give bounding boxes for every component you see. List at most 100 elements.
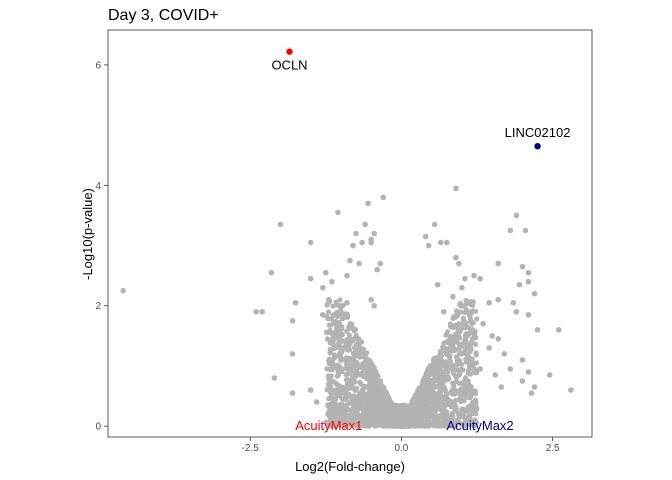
gene-point: [325, 420, 332, 426]
gene-point: [345, 393, 351, 399]
gene-point: [337, 383, 343, 389]
gene-point: [456, 411, 462, 417]
gene-point: [473, 411, 479, 417]
gene-point: [513, 212, 520, 219]
gene-point: [326, 296, 332, 303]
gene-point: [423, 415, 429, 421]
gene-point: [358, 413, 364, 419]
gene-point: [391, 423, 397, 429]
gene-point: [426, 369, 433, 375]
gene-point: [438, 397, 444, 403]
gene-point: [462, 275, 468, 282]
gene-point: [467, 349, 473, 355]
x-axis-title: Log2(Fold-change): [295, 459, 405, 474]
gene-point: [120, 287, 126, 294]
gene-point: [460, 320, 467, 326]
gene-point: [462, 390, 468, 396]
y-tick-label: 2: [95, 301, 101, 312]
gene-point: [357, 379, 363, 385]
gene-point: [352, 335, 358, 341]
gene-point: [431, 401, 437, 407]
gene-point: [473, 360, 479, 366]
gene-point: [346, 332, 352, 338]
gene-point: [353, 394, 359, 400]
gene-point: [365, 200, 371, 207]
gene-point: [519, 263, 526, 270]
gene-point: [495, 260, 502, 267]
annotation-acuitymax1: AcuityMax1: [295, 418, 362, 433]
highlight-point-linc02102: [534, 142, 541, 150]
gene-point: [350, 403, 357, 409]
gene-point: [324, 336, 331, 342]
gene-point: [438, 388, 444, 394]
gene-point: [347, 399, 353, 406]
gene-point: [451, 348, 457, 354]
gene-point: [268, 269, 275, 276]
gene-point: [405, 416, 411, 422]
highlight-point-ocln: [286, 48, 293, 55]
gene-point: [327, 350, 333, 356]
gene-point: [379, 395, 385, 401]
gene-point: [366, 395, 372, 401]
gene-point: [307, 239, 314, 246]
gene-point: [335, 209, 341, 216]
gene-point: [371, 418, 377, 424]
gene-point: [411, 395, 417, 401]
gene-point: [486, 345, 492, 351]
gene-point: [440, 308, 447, 315]
gene-point: [332, 333, 338, 339]
gene-point: [361, 354, 367, 360]
gene-point: [325, 373, 331, 379]
gene-point: [292, 299, 299, 306]
gene-point: [371, 302, 378, 309]
gene-point: [442, 409, 448, 415]
gene-point: [444, 339, 450, 345]
gene-point: [372, 388, 378, 394]
gene-point: [444, 419, 450, 425]
gene-point: [468, 358, 474, 364]
gene-point: [385, 398, 391, 404]
gene-point: [364, 391, 370, 397]
gene-point: [425, 242, 432, 249]
gene-point: [319, 284, 326, 291]
gene-point: [348, 369, 354, 375]
gene-point: [339, 396, 346, 402]
gene-point: [507, 227, 514, 234]
gene-point: [351, 327, 357, 334]
gene-point: [347, 257, 353, 264]
gene-point: [489, 333, 495, 339]
gene-point: [471, 272, 477, 279]
gene-point: [467, 371, 473, 377]
gene-point: [446, 361, 452, 367]
gene-point: [436, 378, 442, 384]
gene-point: [369, 365, 375, 371]
gene-point: [498, 384, 505, 390]
gene-point: [464, 356, 470, 362]
gene-point: [460, 381, 466, 387]
gene-point: [328, 358, 334, 364]
gene-point: [307, 275, 314, 282]
gene-point: [443, 398, 449, 404]
gene-point: [289, 351, 296, 357]
gene-point: [443, 413, 449, 419]
gene-point: [460, 303, 466, 309]
gene-point: [382, 405, 388, 411]
gene-point: [422, 374, 428, 380]
gene-point: [335, 372, 341, 378]
gene-point: [460, 315, 466, 321]
gene-point: [468, 311, 474, 317]
gene-point: [418, 423, 424, 429]
gene-point: [457, 328, 463, 334]
gene-point: [380, 194, 387, 201]
x-tick-label: -2.5: [242, 443, 260, 454]
gene-point: [477, 366, 483, 372]
gene-point: [441, 378, 447, 384]
gene-point: [413, 422, 419, 429]
gene-point: [326, 404, 332, 410]
gene-point: [436, 370, 442, 376]
gene-point: [359, 399, 365, 406]
y-tick-label: 4: [95, 181, 101, 192]
gene-point: [413, 419, 419, 425]
gene-point: [454, 308, 460, 314]
gene-point: [456, 369, 462, 375]
